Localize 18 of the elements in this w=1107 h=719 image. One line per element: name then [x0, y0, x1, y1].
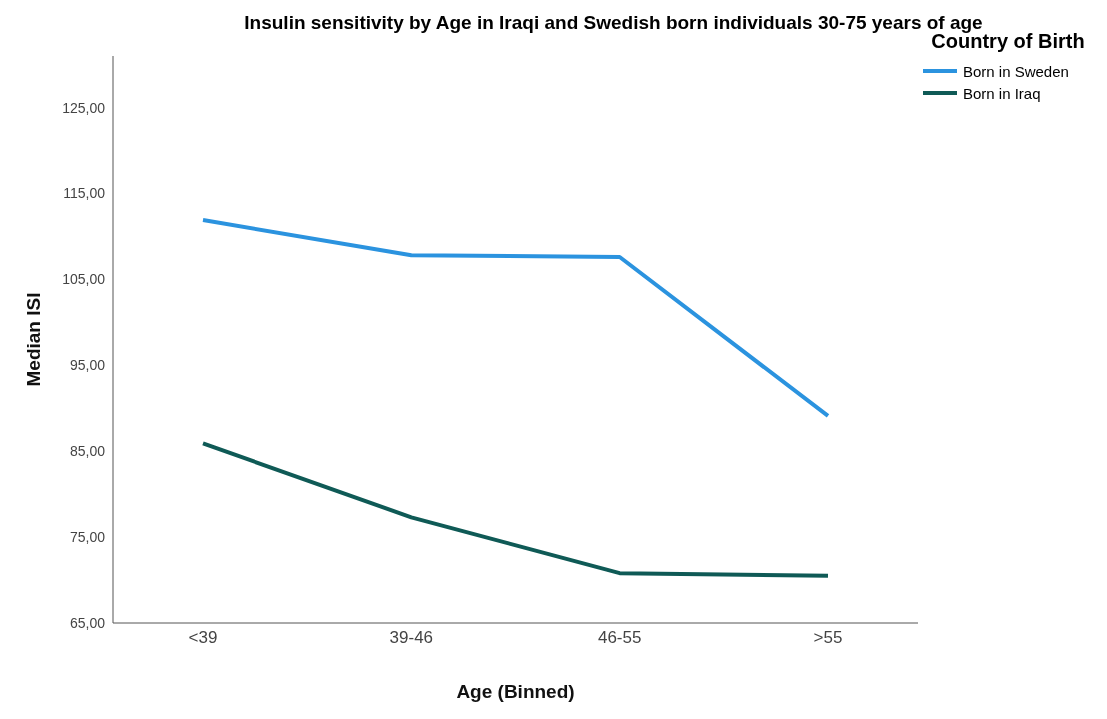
legend-label: Born in Sweden — [962, 61, 1070, 82]
y-tick-label: 105,00 — [62, 271, 106, 288]
chart-title: Insulin sensitivity by Age in Iraqi and Swedish born individuals 30-75 years of age — [243, 11, 983, 33]
line-series — [201, 218, 830, 418]
x-tick-label: >55 — [813, 628, 843, 648]
y-tick-label: 95,00 — [69, 357, 106, 374]
y-tick-label: 85,00 — [69, 443, 106, 460]
y-tick-label: 65,00 — [69, 614, 106, 631]
y-tick-label: 115,00 — [63, 185, 106, 202]
x-tick-label: 46-55 — [597, 628, 642, 648]
legend-label: Born in Iraq — [962, 83, 1042, 104]
y-axis-title: Median ISI — [22, 292, 44, 387]
y-tick-label: 75,00 — [69, 529, 106, 546]
y-tick-label: 125,00 — [62, 99, 106, 116]
x-tick-label: <39 — [188, 628, 218, 648]
line-series — [201, 441, 830, 578]
x-axis-title: Age (Binned) — [456, 681, 575, 702]
x-tick-label: 39-46 — [389, 628, 434, 648]
